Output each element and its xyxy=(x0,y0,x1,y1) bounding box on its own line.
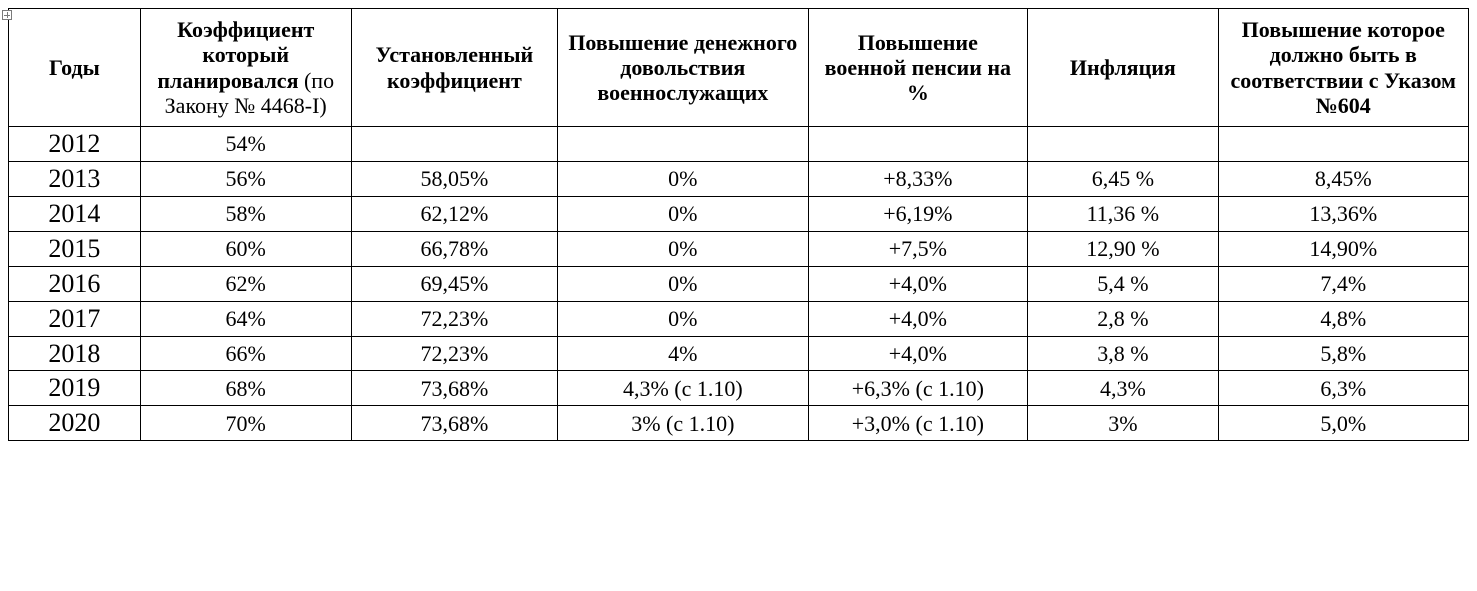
table-cell: 2020 xyxy=(9,406,141,441)
header-bold-text: Годы xyxy=(49,55,100,80)
table-row: 201254% xyxy=(9,127,1469,162)
table-cell: 14,90% xyxy=(1218,231,1468,266)
table-cell: 69,45% xyxy=(351,266,557,301)
table-cell xyxy=(808,127,1028,162)
table-cell: 5,8% xyxy=(1218,336,1468,371)
table-cell: 12,90 % xyxy=(1028,231,1218,266)
table-cell: +4,0% xyxy=(808,336,1028,371)
table-cell: 11,36 % xyxy=(1028,196,1218,231)
table-row: 201866%72,23%4%+4,0%3,8 %5,8% xyxy=(9,336,1469,371)
table-cell: 54% xyxy=(140,127,351,162)
table-cell: 4,8% xyxy=(1218,301,1468,336)
table-cell: 56% xyxy=(140,162,351,197)
table-cell xyxy=(351,127,557,162)
header-bold-text: Повышение которое должно быть в соответс… xyxy=(1230,17,1456,118)
table-row: 201764%72,23%0%+4,0%2,8 %4,8% xyxy=(9,301,1469,336)
table-header-cell: Повышение военной пенсии на % xyxy=(808,9,1028,127)
table-cell: 64% xyxy=(140,301,351,336)
table-header-cell: Повышение денежного довольствия военносл… xyxy=(558,9,808,127)
pension-table: Годы Коэффициент который планировался (по… xyxy=(8,8,1469,441)
table-row: 201356%58,05%0%+8,33%6,45 %8,45% xyxy=(9,162,1469,197)
table-cell: 5,4 % xyxy=(1028,266,1218,301)
table-cell: 0% xyxy=(558,266,808,301)
table-cell: 2013 xyxy=(9,162,141,197)
table-row: 201662%69,45%0%+4,0%5,4 %7,4% xyxy=(9,266,1469,301)
table-cell: 2,8 % xyxy=(1028,301,1218,336)
table-cell: 0% xyxy=(558,301,808,336)
table-cell: +8,33% xyxy=(808,162,1028,197)
table-cell: 6,3% xyxy=(1218,371,1468,406)
table-cell: 58,05% xyxy=(351,162,557,197)
table-row: 201560%66,78%0%+7,5%12,90 %14,90% xyxy=(9,231,1469,266)
table-cell: 60% xyxy=(140,231,351,266)
table-header-cell: Установленный коэффициент xyxy=(351,9,557,127)
table-cell: 4% xyxy=(558,336,808,371)
table-cell: 73,68% xyxy=(351,371,557,406)
table-cell: 70% xyxy=(140,406,351,441)
table-cell xyxy=(1218,127,1468,162)
header-bold-text: Повышение денежного довольствия военносл… xyxy=(568,30,797,106)
table-cell: 2014 xyxy=(9,196,141,231)
table-cell: 3% xyxy=(1028,406,1218,441)
table-row: 201458%62,12%0%+6,19%11,36 %13,36% xyxy=(9,196,1469,231)
header-bold-text: Коэффициент который планировался xyxy=(157,17,314,93)
table-cell: 0% xyxy=(558,196,808,231)
table-cell: 68% xyxy=(140,371,351,406)
table-cell: +6,19% xyxy=(808,196,1028,231)
table-cell: 6,45 % xyxy=(1028,162,1218,197)
table-cell: 2015 xyxy=(9,231,141,266)
table-cell: 4,3% xyxy=(1028,371,1218,406)
table-cell: 13,36% xyxy=(1218,196,1468,231)
table-cell: 72,23% xyxy=(351,336,557,371)
table-header-row: Годы Коэффициент который планировался (по… xyxy=(9,9,1469,127)
table-cell: 62,12% xyxy=(351,196,557,231)
table-cell: 2019 xyxy=(9,371,141,406)
table-cell: 5,0% xyxy=(1218,406,1468,441)
table-anchor-icon xyxy=(2,10,12,20)
header-bold-text: Повышение военной пенсии на % xyxy=(825,30,1011,106)
table-cell: 73,68% xyxy=(351,406,557,441)
table-cell: +4,0% xyxy=(808,301,1028,336)
table-header-cell: Годы xyxy=(9,9,141,127)
table-cell: +3,0% (с 1.10) xyxy=(808,406,1028,441)
table-cell: +7,5% xyxy=(808,231,1028,266)
table-cell: 2018 xyxy=(9,336,141,371)
table-cell: 4,3% (с 1.10) xyxy=(558,371,808,406)
table-cell: 0% xyxy=(558,231,808,266)
table-cell: 3,8 % xyxy=(1028,336,1218,371)
table-cell: +4,0% xyxy=(808,266,1028,301)
table-cell xyxy=(558,127,808,162)
table-cell: +6,3% (с 1.10) xyxy=(808,371,1028,406)
table-row: 202070%73,68%3% (с 1.10)+3,0% (с 1.10)3%… xyxy=(9,406,1469,441)
table-cell: 66,78% xyxy=(351,231,557,266)
table-header-cell: Коэффициент который планировался (по Зак… xyxy=(140,9,351,127)
header-bold-text: Инфляция xyxy=(1070,55,1176,80)
table-cell: 7,4% xyxy=(1218,266,1468,301)
header-bold-text: Установленный коэффициент xyxy=(376,42,534,92)
table-cell: 72,23% xyxy=(351,301,557,336)
table-body: 201254%201356%58,05%0%+8,33%6,45 %8,45%2… xyxy=(9,127,1469,441)
table-cell: 2017 xyxy=(9,301,141,336)
table-header-cell: Повышение которое должно быть в соответс… xyxy=(1218,9,1468,127)
table-cell: 2012 xyxy=(9,127,141,162)
table-cell: 0% xyxy=(558,162,808,197)
table-cell: 66% xyxy=(140,336,351,371)
table-row: 201968%73,68%4,3% (с 1.10)+6,3% (с 1.10)… xyxy=(9,371,1469,406)
table-cell: 62% xyxy=(140,266,351,301)
table-cell: 8,45% xyxy=(1218,162,1468,197)
table-cell xyxy=(1028,127,1218,162)
table-cell: 58% xyxy=(140,196,351,231)
table-cell: 3% (с 1.10) xyxy=(558,406,808,441)
table-cell: 2016 xyxy=(9,266,141,301)
table-header-cell: Инфляция xyxy=(1028,9,1218,127)
